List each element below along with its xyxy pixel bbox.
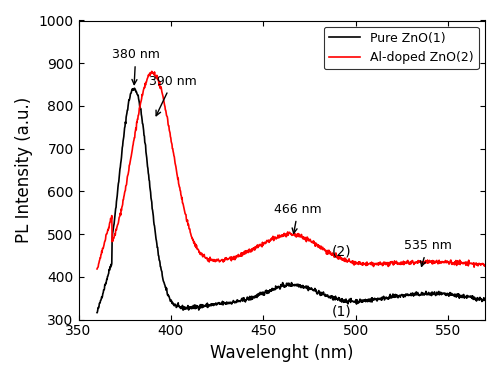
Text: 380 nm: 380 nm [112, 48, 160, 84]
Al-doped ZnO(2) [134, 120, 140, 124]
Text: (1): (1) [332, 305, 351, 319]
X-axis label: Wavelenght (nm): Wavelenght (nm) [210, 344, 354, 362]
Al-doped ZnO(2) [404, 259, 410, 264]
Pure ZnO(1) [266, 289, 272, 293]
Text: 466 nm: 466 nm [274, 203, 322, 233]
Al-doped ZnO(2) [252, 247, 258, 252]
Y-axis label: PL Intensity (a.u.): PL Intensity (a.u.) [15, 97, 33, 243]
Al-doped ZnO(2) [397, 262, 403, 267]
Al-doped ZnO(2) [482, 264, 488, 268]
Al-doped ZnO(2) [266, 238, 272, 242]
Line: Pure ZnO(1): Pure ZnO(1) [97, 88, 485, 313]
Al-doped ZnO(2) [94, 267, 100, 271]
Line: Al-doped ZnO(2): Al-doped ZnO(2) [97, 71, 485, 269]
Pure ZnO(1) [252, 294, 258, 299]
Text: (2): (2) [332, 244, 351, 258]
Legend: Pure ZnO(1), Al-doped ZnO(2): Pure ZnO(1), Al-doped ZnO(2) [324, 27, 479, 69]
Pure ZnO(1) [134, 92, 140, 96]
Pure ZnO(1) [361, 299, 367, 303]
Al-doped ZnO(2) [149, 69, 155, 74]
Pure ZnO(1) [94, 310, 100, 315]
Pure ZnO(1) [404, 293, 410, 297]
Pure ZnO(1) [482, 297, 488, 302]
Text: 535 nm: 535 nm [404, 239, 452, 266]
Text: 390 nm: 390 nm [148, 75, 196, 116]
Pure ZnO(1) [397, 293, 403, 298]
Pure ZnO(1) [132, 86, 138, 90]
Al-doped ZnO(2) [361, 262, 367, 266]
